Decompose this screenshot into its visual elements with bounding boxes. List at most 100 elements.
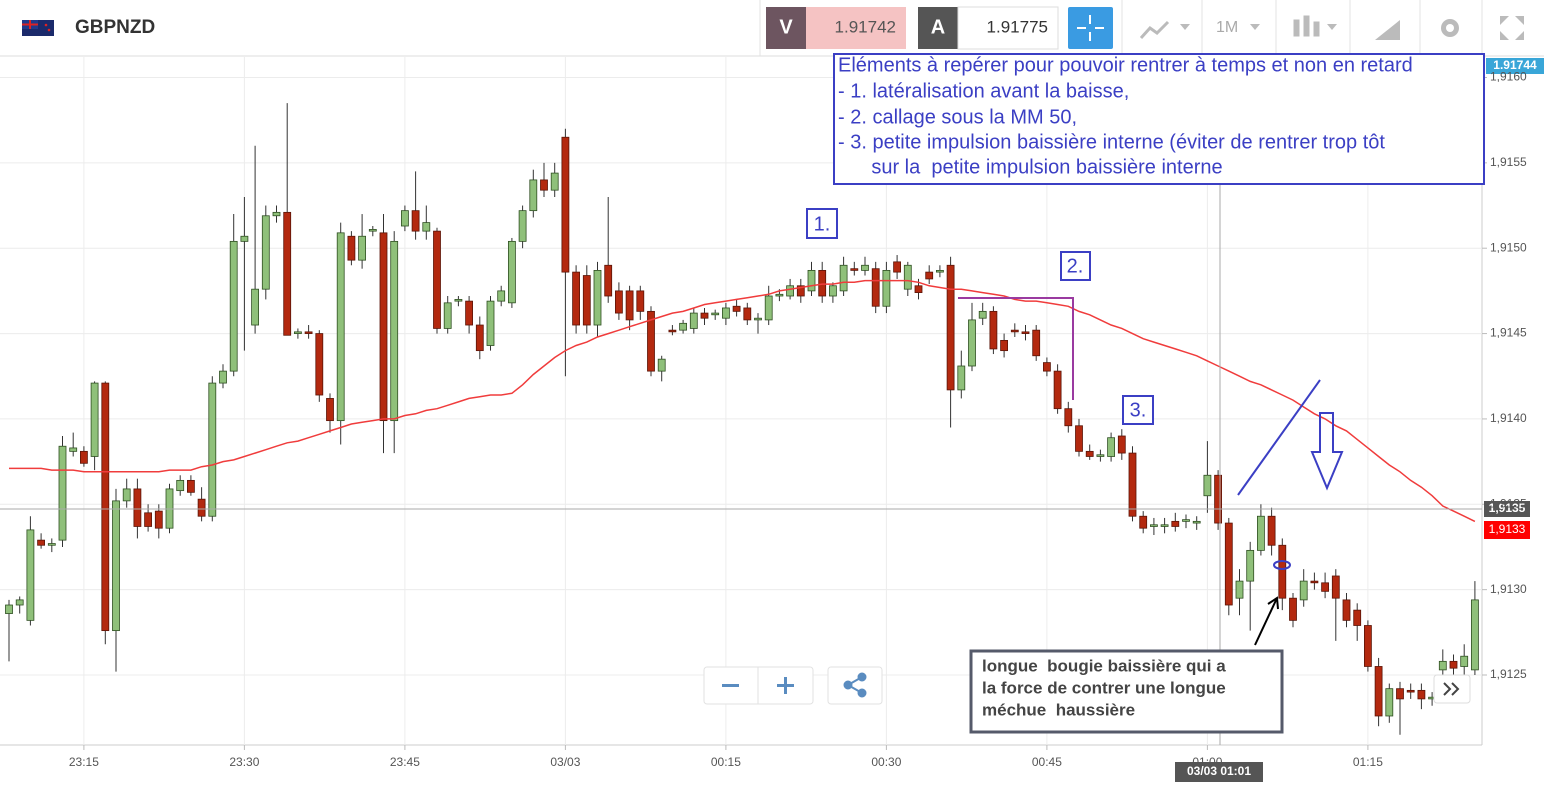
flag-icon (22, 20, 54, 36)
candle-body (593, 269, 602, 326)
toolbar-dividers (1121, 0, 1483, 56)
candle-body (818, 269, 827, 297)
candle-body (786, 285, 794, 297)
candle-body (978, 310, 987, 319)
annotation-line: - 1. latéralisation avant la baisse, (838, 80, 1129, 102)
annotation-text: Eléments à repérer pour pouvoir rentrer … (838, 54, 1413, 178)
candle-body (839, 264, 848, 292)
candle-body (1331, 575, 1340, 599)
candle-body (1117, 435, 1126, 454)
candle-body (1214, 474, 1222, 524)
candle-body (347, 235, 356, 261)
candle-body (176, 479, 185, 492)
candle-body (5, 604, 13, 614)
candle-body (946, 264, 955, 391)
buy-button[interactable] (918, 7, 958, 49)
down-arrow (1310, 412, 1344, 491)
candle-body (936, 269, 944, 273)
candle-body (154, 510, 163, 529)
sell-price-box[interactable] (806, 7, 906, 49)
y-tick-label: 1,9125 (1490, 667, 1527, 681)
y-tick-label: 1,9150 (1490, 240, 1527, 254)
candle-body (700, 312, 709, 319)
callout-line: longue bougie baissière qui a (982, 656, 1226, 675)
symbol: GBPNZD (75, 17, 155, 38)
candle-body (1128, 452, 1137, 517)
candle-body (1385, 688, 1394, 717)
candle-body (1085, 450, 1094, 457)
candle-body (58, 445, 67, 541)
candle-body (1374, 666, 1383, 717)
marker: 3. (1130, 399, 1147, 421)
y-tick-label: 1,9140 (1490, 411, 1527, 425)
candle-body (422, 222, 431, 232)
annotation-line: sur la petite impulsion baissière intern… (838, 156, 1223, 178)
candle-body (122, 488, 131, 502)
sell-price[interactable]: 1.91742 (835, 17, 896, 36)
candle-body (80, 450, 88, 464)
toolbar-icons[interactable] (1139, 15, 1524, 40)
candle-body (1053, 370, 1062, 410)
candle-body (743, 307, 752, 321)
candle-body (722, 307, 730, 319)
buy-label[interactable]: A (931, 16, 945, 38)
x-tick-label: 00:30 (871, 755, 901, 769)
x-tick-label: 23:15 (69, 755, 99, 769)
scroll-right[interactable] (1433, 674, 1471, 704)
x-tick-label: 01:15 (1353, 755, 1383, 769)
candle-body (69, 447, 78, 452)
price-badge-text: 1.91744 (1493, 58, 1537, 72)
x-tick-label: 23:45 (390, 755, 420, 769)
candle-body (497, 290, 506, 302)
annotation-line: - 3. petite impulsion baissière interne … (838, 131, 1385, 153)
share-button[interactable] (827, 666, 883, 705)
callout-box (969, 649, 1284, 734)
callout-line: méchue haussière (982, 700, 1135, 719)
candle-body (26, 529, 35, 621)
candle-body (90, 382, 99, 457)
crosshair-price-box (1484, 501, 1530, 517)
candle-body (1364, 625, 1372, 667)
bracket (958, 297, 1074, 400)
candle-body (529, 179, 538, 212)
candle-body (1278, 544, 1287, 599)
buy-price-box[interactable] (957, 6, 1059, 50)
candle-body (112, 500, 120, 632)
candle-body (1267, 515, 1276, 546)
share-icon (843, 672, 867, 698)
candle-body (1021, 331, 1030, 334)
buy-price[interactable]: 1.91775 (987, 17, 1048, 36)
candle-body (336, 232, 345, 422)
zoom-out[interactable] (722, 684, 739, 687)
candle-body (1299, 580, 1308, 601)
y-tick-label: 1,9130 (1490, 582, 1527, 596)
candle-body (1160, 524, 1169, 527)
sell-button[interactable] (766, 7, 806, 49)
candle-body (1107, 437, 1115, 457)
candle-body (668, 329, 677, 333)
candle-body (465, 300, 474, 326)
candle-body (829, 285, 837, 297)
candle-body (454, 299, 463, 302)
candle-body (443, 302, 452, 329)
candle-body (197, 498, 206, 517)
candle-body (989, 310, 998, 350)
x-tick-label: 00:45 (1032, 755, 1062, 769)
candle-body (186, 479, 195, 493)
timeframe[interactable]: 1M (1216, 19, 1238, 36)
scroll-icon (1443, 682, 1460, 696)
x-tick-label: 03/03 (550, 755, 580, 769)
candle-body (1171, 520, 1180, 527)
candle-body (861, 264, 869, 271)
candle-body (657, 358, 666, 372)
candle-body (1010, 329, 1019, 333)
marker: 2. (1067, 255, 1084, 277)
candle-body (957, 365, 966, 391)
crosshair-button[interactable] (1068, 7, 1113, 49)
sell-label[interactable]: V (779, 16, 793, 38)
x-tick-label: 00:15 (711, 755, 741, 769)
candle-body (1182, 519, 1190, 522)
callout-arrow (1254, 596, 1279, 646)
candle-body (647, 310, 655, 372)
zoom-in[interactable] (777, 677, 794, 694)
